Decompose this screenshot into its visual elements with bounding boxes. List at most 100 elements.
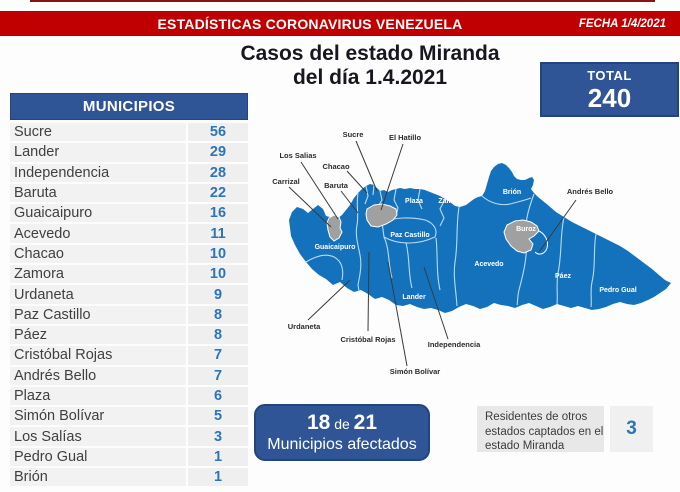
banner-date: FECHA 1/4/2021	[578, 17, 666, 30]
affected-total: 21	[353, 411, 378, 434]
municipio-name: Plaza	[10, 386, 186, 406]
municipio-value: 1	[188, 468, 248, 487]
total-value: 240	[587, 83, 632, 113]
municipio-name: Brión	[10, 468, 186, 487]
municipio-name: Cristóbal Rojas	[10, 346, 186, 365]
page-title-line1: Casos del estado Miranda	[240, 42, 500, 65]
municipio-name: Lander	[10, 143, 186, 162]
municipio-value: 10	[188, 265, 248, 284]
municipio-value: 7	[188, 366, 248, 385]
map-svg: Sucre El Hatillo Los Salias Chacao Carri…	[272, 130, 671, 376]
label-carrizal: Carrizal	[272, 177, 300, 186]
table-row: Baruta 22	[10, 183, 248, 203]
municipio-name: Pedro Gual	[10, 447, 186, 467]
region-el-hatillo	[365, 203, 398, 228]
label-pedro-gual: Pedro Gual	[599, 287, 636, 294]
label-simon-bolivar: Simón Bolívar	[390, 367, 441, 376]
municipio-value: 7	[188, 346, 248, 365]
municipio-name: Andrés Bello	[10, 366, 186, 385]
municipio-value: 22	[188, 183, 248, 203]
municipio-name: Zamora	[10, 265, 186, 284]
miranda-state-map: Sucre El Hatillo Los Salias Chacao Carri…	[260, 110, 680, 410]
table-row: Paz Castillo 8	[10, 305, 248, 324]
label-los-salias: Los Salias	[279, 151, 316, 160]
municipio-name: Los Salías	[10, 427, 186, 446]
label-sucre: Sucre	[343, 130, 364, 139]
label-independencia: Independencia	[428, 340, 481, 349]
banner-title: ESTADÍSTICAS CORONAVIRUS VENEZUELA	[157, 15, 463, 32]
on-map-labels: Brión Plaza Zamora Buroz Paz Castillo Gu…	[315, 189, 637, 301]
label-urdaneta: Urdaneta	[288, 322, 321, 331]
municipio-value: 16	[188, 204, 248, 223]
affected-connector: de	[334, 416, 350, 432]
label-chacao: Chacao	[322, 162, 350, 171]
table-row: Simón Bolívar 5	[10, 407, 248, 426]
table-row: Acevedo 11	[10, 224, 248, 243]
municipio-name: Paz Castillo	[10, 305, 186, 324]
municipio-value: 8	[188, 325, 248, 345]
label-paz-castillo: Paz Castillo	[390, 232, 429, 239]
label-el-hatillo: El Hatillo	[389, 133, 422, 142]
municipality-borders	[305, 184, 597, 308]
label-buroz: Buroz	[516, 226, 536, 233]
top-divider-line	[30, 0, 655, 2]
municipios-table: MUNICIPIOS Sucre 56 Lander 29 Independen…	[10, 93, 248, 488]
municipios-rows: Sucre 56 Lander 29 Independencia 28 Baru…	[10, 123, 248, 487]
municipio-name: Sucre	[10, 123, 186, 142]
affected-count: 18	[306, 411, 331, 434]
total-label: TOTAL	[587, 68, 632, 83]
municipio-value: 11	[188, 224, 248, 243]
municipio-name: Simón Bolívar	[10, 407, 186, 426]
header-banner: ESTADÍSTICAS CORONAVIRUS VENEZUELA FECHA…	[0, 11, 680, 36]
page-title: Casos del estado Miranda del día 1.4.202…	[240, 42, 500, 90]
municipio-value: 9	[188, 285, 248, 304]
municipio-name: Independencia	[10, 163, 186, 182]
table-row: Cristóbal Rojas 7	[10, 346, 248, 365]
table-row: Páez 8	[10, 325, 248, 345]
table-row: Los Salías 3	[10, 427, 248, 446]
label-acevedo: Acevedo	[474, 261, 503, 268]
label-cristobal-rojas: Cristóbal Rojas	[340, 335, 395, 344]
label-lander: Lander	[402, 294, 426, 301]
table-row: Lander 29	[10, 143, 248, 162]
region-buroz	[503, 219, 540, 254]
municipio-value: 29	[188, 143, 248, 162]
residents-value: 3	[610, 406, 653, 452]
municipio-value: 6	[188, 386, 248, 406]
label-baruta: Baruta	[324, 181, 349, 190]
municipio-value: 1	[188, 447, 248, 467]
affected-count-line: 18 de 21	[307, 411, 377, 435]
municipio-name: Chacao	[10, 244, 186, 264]
label-plaza: Plaza	[405, 198, 423, 205]
municipio-name: Urdaneta	[10, 285, 186, 304]
table-row: Brión 1	[10, 468, 248, 487]
callout-labels: Sucre El Hatillo Los Salias Chacao Carri…	[272, 130, 613, 376]
municipio-name: Acevedo	[10, 224, 186, 243]
municipio-name: Páez	[10, 325, 186, 345]
municipio-value: 8	[188, 305, 248, 324]
table-row: Independencia 28	[10, 163, 248, 182]
affected-label: Municipios afectados	[267, 436, 417, 453]
municipio-value: 5	[188, 407, 248, 426]
table-row: Pedro Gual 1	[10, 447, 248, 467]
table-row: Urdaneta 9	[10, 285, 248, 304]
municipio-value: 56	[188, 123, 248, 142]
municipio-value: 10	[188, 244, 248, 264]
table-row: Zamora 10	[10, 265, 248, 284]
non-affected-regions	[326, 203, 548, 255]
callout-leader-lines	[288, 140, 577, 367]
label-paez: Páez	[555, 273, 571, 280]
region-carrizal	[326, 214, 343, 242]
municipio-name: Baruta	[10, 183, 186, 203]
municipio-value: 28	[188, 163, 248, 182]
municipio-name: Guaicaipuro	[10, 204, 186, 223]
table-row: Plaza 6	[10, 386, 248, 406]
table-row: Guaicaipuro 16	[10, 204, 248, 223]
municipios-table-header: MUNICIPIOS	[10, 93, 248, 120]
label-andres-bello: Andrés Bello	[567, 187, 614, 196]
residents-note: Residentes de otros estados captados en …	[477, 406, 604, 452]
label-brion: Brión	[503, 189, 521, 196]
municipio-value: 3	[188, 427, 248, 446]
label-guaicaipuro: Guaicaipuro	[315, 244, 356, 251]
table-row: Sucre 56	[10, 123, 248, 142]
